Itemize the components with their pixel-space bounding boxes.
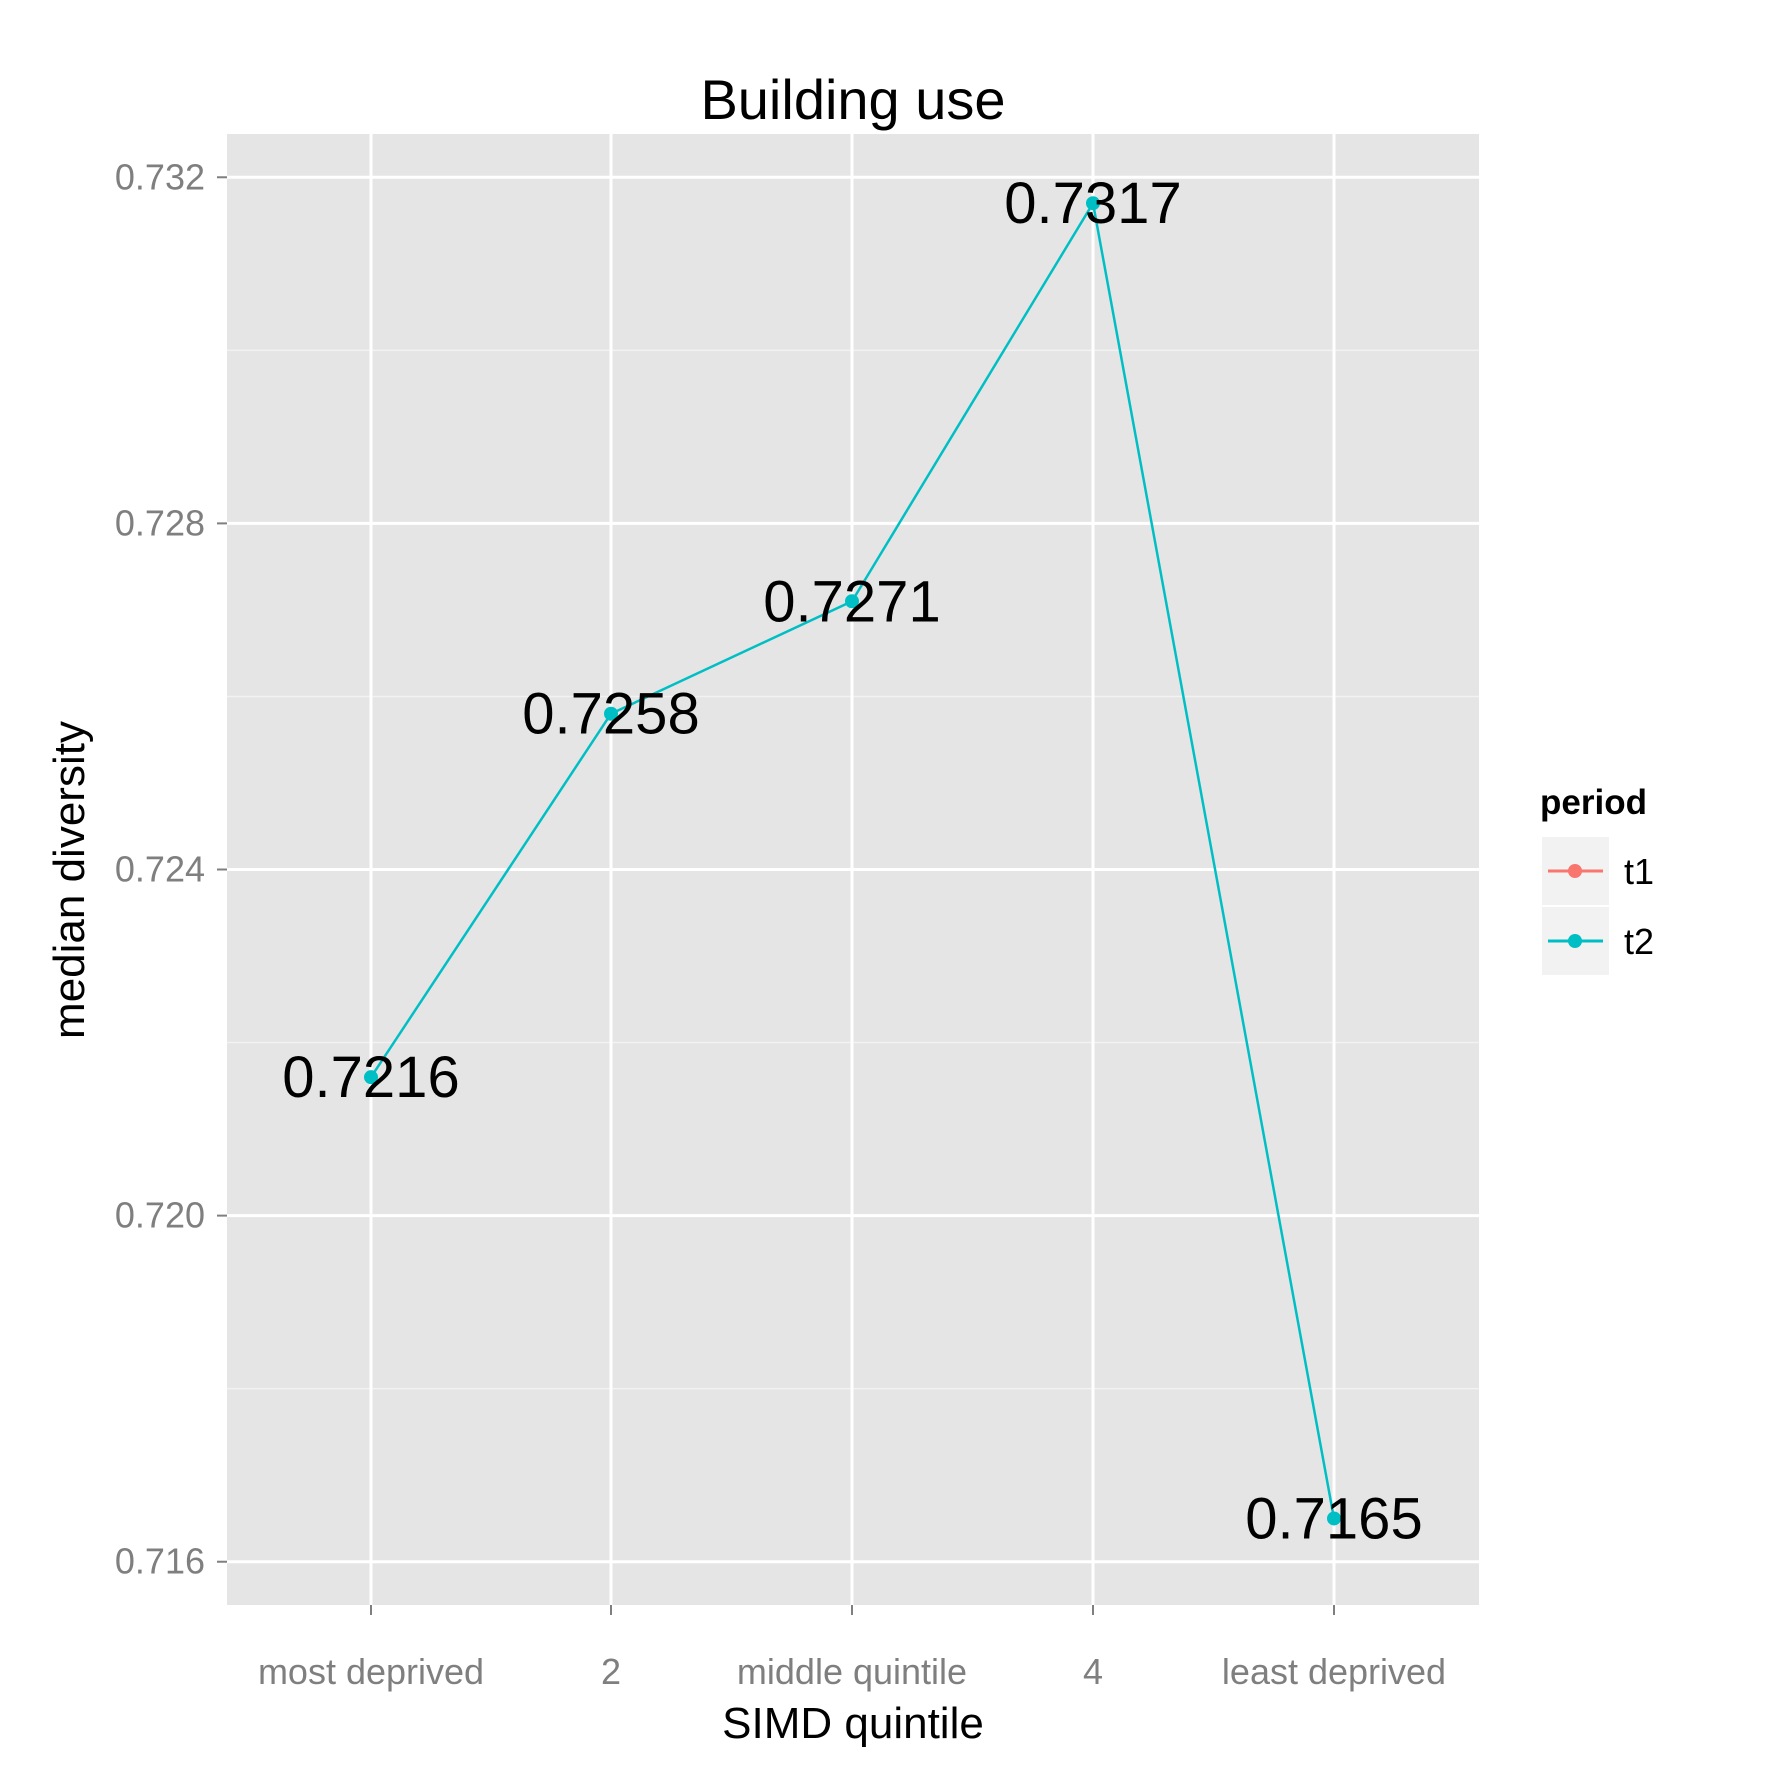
x-tick-label: 2: [601, 1651, 621, 1692]
legend: period t1 t2: [1540, 783, 1654, 977]
x-tick-label: least deprived: [1222, 1651, 1446, 1692]
legend-label: t1: [1624, 851, 1654, 892]
legend-title: period: [1540, 783, 1647, 822]
data-point: [604, 706, 618, 721]
data-label: 0.7216: [282, 1045, 459, 1110]
y-axis-title: median diversity: [45, 721, 94, 1039]
y-tick-label: 0.728: [115, 502, 205, 543]
data-labels: 0.7216 0.7258 0.7271 0.7317 0.7165: [282, 171, 1422, 1551]
data-label: 0.7258: [522, 682, 699, 747]
x-tick-label: middle quintile: [737, 1651, 967, 1692]
legend-label: t2: [1624, 921, 1654, 962]
x-axis-title: SIMD quintile: [722, 1699, 984, 1748]
chart-title: Building use: [700, 68, 1005, 131]
data-point: [1086, 196, 1100, 211]
data-point: [364, 1070, 378, 1085]
data-label: 0.7317: [1004, 171, 1181, 236]
x-tick-label: 4: [1083, 1651, 1103, 1692]
series-layer: [364, 196, 1341, 1526]
y-tick-label: 0.724: [115, 849, 205, 890]
data-label: 0.7165: [1245, 1486, 1422, 1551]
legend-key-point: [1568, 864, 1582, 878]
data-point: [845, 594, 859, 609]
x-tick-label: most deprived: [258, 1651, 484, 1692]
axes: 0.716 0.720 0.724 0.728 0.732 most deprived 2 m…: [115, 156, 1446, 1692]
legend-key-point: [1568, 934, 1582, 948]
data-label: 0.7271: [763, 569, 940, 634]
grid: [227, 134, 1479, 1605]
data-point: [1327, 1511, 1341, 1526]
y-tick-label: 0.720: [115, 1195, 205, 1236]
y-tick-label: 0.716: [115, 1541, 205, 1582]
y-tick-label: 0.732: [115, 156, 205, 197]
